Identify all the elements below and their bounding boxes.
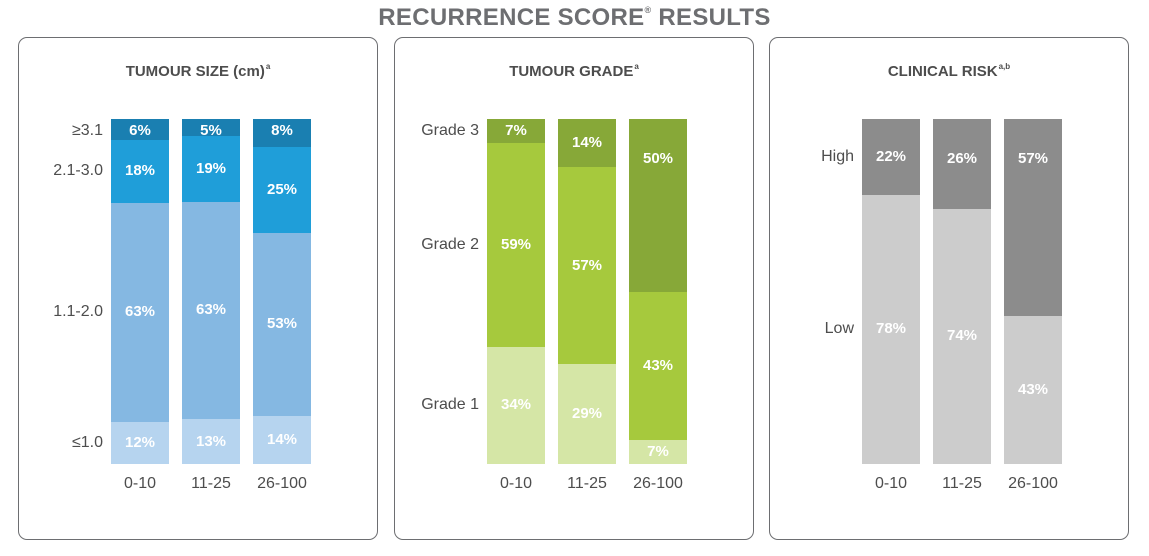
data-label: 13% xyxy=(195,432,227,450)
bar-segment xyxy=(487,119,545,144)
bar-segment xyxy=(558,167,616,364)
bar-11-25: 74% 26% xyxy=(933,119,991,464)
data-label: 74% xyxy=(946,327,978,345)
bar-segment xyxy=(629,119,687,292)
panel-title: CLINICAL RISKa,b xyxy=(770,62,1128,80)
data-label: 7% xyxy=(647,442,669,460)
data-label: 12% xyxy=(124,434,156,452)
bar-0-10: 34% 59% 7% xyxy=(487,119,545,464)
panel-tumour-size: TUMOUR SIZE (cm)a 12% 63% 18% 6% 0-10 13% 63% 1… xyxy=(18,37,378,540)
bar-segment xyxy=(487,346,545,464)
data-label: 29% xyxy=(571,404,603,422)
bar-segment xyxy=(182,201,240,420)
bar-segment xyxy=(1004,315,1062,464)
data-label: 18% xyxy=(124,162,156,180)
data-label: 78% xyxy=(875,320,907,338)
data-label: 22% xyxy=(875,147,907,165)
bar-segment xyxy=(182,419,240,464)
x-tick-label: 26-100 xyxy=(1008,475,1058,492)
x-tick-label: 26-100 xyxy=(633,475,683,492)
series-label: Grade 1 xyxy=(421,396,479,414)
panel-title: TUMOUR GRADEa xyxy=(395,62,753,80)
data-label: 63% xyxy=(124,303,156,321)
bar-segment xyxy=(253,232,311,416)
x-tick-label: 26-100 xyxy=(257,475,307,492)
bar-0-10: 12% 63% 18% 6% xyxy=(111,119,169,464)
bar-26-100: 43% 57% xyxy=(1004,119,1062,464)
data-label: 43% xyxy=(1017,380,1049,398)
panel-title-footnote: a xyxy=(265,62,271,71)
data-label: 19% xyxy=(195,160,227,178)
x-tick-label: 11-25 xyxy=(191,475,231,492)
bar-segment xyxy=(182,136,240,202)
data-label: 6% xyxy=(129,122,151,139)
data-label: 53% xyxy=(266,315,298,333)
bar-11-25: 29% 57% 14% xyxy=(558,119,616,464)
panel-title-text: TUMOUR GRADE xyxy=(509,63,634,80)
data-label: 57% xyxy=(1017,150,1049,167)
x-tick-label: 0-10 xyxy=(123,475,157,492)
data-label: 5% xyxy=(200,122,222,139)
panel-title-footnote: a xyxy=(634,62,639,71)
series-label: 1.1-2.0 xyxy=(53,303,103,321)
series-label: Grade 3 xyxy=(421,122,479,139)
bar-26-100: 7% 43% 50% xyxy=(629,119,687,464)
bar-11-25: 13% 63% 19% 5% xyxy=(182,119,240,464)
x-tick-label: 11-25 xyxy=(942,475,982,492)
bar-segment xyxy=(111,202,169,423)
panel-title-text: TUMOUR SIZE (cm) xyxy=(125,63,265,80)
bar-segment xyxy=(182,119,240,137)
panel-tumour-grade: TUMOUR GRADEa 34% 59% 7% 0-10 29% 57% 14% 11-25… xyxy=(394,37,754,540)
main-title: RECURRENCE SCORE® RESULTS xyxy=(0,4,1149,32)
x-tick-label: 0-10 xyxy=(874,475,908,492)
bar-segment xyxy=(862,119,920,195)
data-label: 50% xyxy=(642,150,674,167)
bar-0-10: 78% 22% xyxy=(862,119,920,464)
data-label: 14% xyxy=(571,134,603,152)
data-label: 43% xyxy=(642,356,674,374)
panel-title: TUMOUR SIZE (cm)a xyxy=(19,62,377,80)
data-label: 63% xyxy=(195,301,227,319)
registered-mark: ® xyxy=(644,5,652,15)
bar-segment xyxy=(487,143,545,347)
bar-segment xyxy=(253,119,311,147)
bar-segment xyxy=(253,415,311,464)
series-label: ≤1.0 xyxy=(71,434,103,452)
data-label: 59% xyxy=(500,235,532,253)
bar-segment xyxy=(111,422,169,464)
bar-segment xyxy=(558,119,616,168)
data-label: 14% xyxy=(266,430,298,448)
bar-segment xyxy=(862,194,920,464)
bar-segment xyxy=(629,291,687,440)
main-title-text: RECURRENCE SCORE xyxy=(378,4,645,31)
data-label: 25% xyxy=(266,180,298,198)
series-label: Grade 2 xyxy=(421,235,479,253)
series-label: ≥3.1 xyxy=(71,122,103,139)
data-label: 34% xyxy=(500,396,532,414)
panel-title-text: CLINICAL RISK xyxy=(887,63,998,80)
data-label: 26% xyxy=(946,150,978,167)
bar-segment xyxy=(933,119,991,209)
bar-segment xyxy=(253,146,311,233)
panel-title-footnote: a,b xyxy=(998,62,1011,71)
bar-segment xyxy=(111,139,169,203)
bar-segment xyxy=(558,363,616,464)
x-tick-label: 0-10 xyxy=(499,475,533,492)
data-label: 8% xyxy=(271,122,293,139)
series-label: High xyxy=(821,147,854,165)
series-label: Low xyxy=(824,320,854,338)
bar-segment xyxy=(1004,119,1062,316)
data-label: 57% xyxy=(571,256,603,274)
main-title-rest: RESULTS xyxy=(651,4,771,31)
series-label: 2.1-3.0 xyxy=(53,162,103,180)
bar-segment xyxy=(629,439,687,464)
bar-segment xyxy=(111,119,169,140)
bar-segment xyxy=(933,208,991,464)
panel-clinical-risk: CLINICAL RISKa,b 78% 22% 0-10 74% 26% 11-25 43… xyxy=(769,37,1129,540)
x-tick-label: 11-25 xyxy=(567,475,607,492)
bar-26-100: 14% 53% 25% 8% xyxy=(253,119,311,464)
data-label: 7% xyxy=(505,122,527,139)
